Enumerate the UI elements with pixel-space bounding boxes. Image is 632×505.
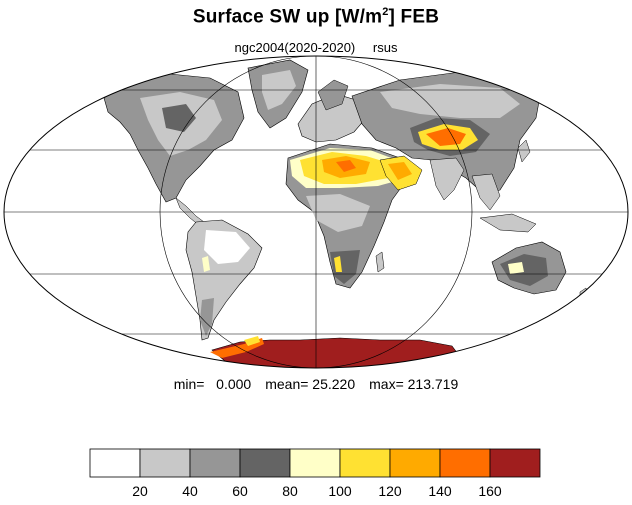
- namib-yellow: [334, 256, 342, 272]
- antarctic-peninsula-tip: [244, 336, 260, 346]
- colorbar-tick-label: 140: [428, 483, 452, 499]
- south-america-white: [204, 230, 250, 264]
- colorbar-swatch: [239, 448, 291, 478]
- plot-title-text: Surface SW up [W/m: [192, 6, 383, 28]
- colorbar-tick-label: 80: [282, 483, 298, 499]
- colorbar-swatch: [189, 448, 241, 478]
- sahara-red: [336, 160, 356, 172]
- colorbar-tick-label: 40: [182, 483, 198, 499]
- altiplano-yellow: [202, 256, 210, 272]
- min-value: 0.000: [216, 376, 252, 392]
- north-america-dark: [162, 104, 196, 132]
- map-border: [3, 55, 629, 369]
- subtitle-variable: rsus: [372, 40, 398, 55]
- max-label: max=: [369, 376, 404, 392]
- tibet-orange: [426, 128, 466, 146]
- colorbar-swatch: [339, 448, 391, 478]
- plot-title: Surface SW up [W/m2] FEB: [0, 6, 632, 28]
- subtitle-experiment: ngc2004(2020-2020): [234, 40, 356, 55]
- plot-title-superscript: 2: [382, 6, 389, 18]
- madagascar: [375, 251, 385, 273]
- india-region: [429, 157, 465, 201]
- colorbar-tick-label: 100: [328, 483, 352, 499]
- colorbar-swatch: [439, 448, 491, 478]
- australia-yellow: [508, 262, 524, 274]
- max-value: 213.719: [407, 376, 459, 392]
- min-label: min=: [173, 376, 205, 392]
- colorbar-tick-label: 60: [232, 483, 248, 499]
- siberia-light: [380, 84, 520, 118]
- colorbar-swatch: [389, 448, 441, 478]
- plot-subtitle: ngc2004(2020-2020) rsus: [0, 40, 632, 55]
- land-fill: [103, 59, 589, 368]
- colorbar-swatch: [289, 448, 341, 478]
- central-africa-light: [306, 194, 370, 232]
- australia-dark: [500, 254, 548, 286]
- mean-value: 25.220: [312, 376, 356, 392]
- colorbar-tick-label: 20: [132, 483, 148, 499]
- scandinavia: [317, 79, 349, 111]
- mean-label: mean=: [265, 376, 309, 392]
- stats-line: min= 0.000 mean= 25.220 max= 213.719: [0, 376, 632, 392]
- meridian-90: [159, 56, 473, 368]
- japan: [517, 139, 531, 163]
- colorbar-tick-label: 160: [478, 483, 502, 499]
- arabia-orange: [388, 162, 412, 180]
- indonesia: [479, 213, 537, 233]
- colorbar-swatch: [139, 448, 191, 478]
- south-america-patagonia: [200, 298, 214, 336]
- plot-title-suffix: ] FEB: [388, 6, 440, 28]
- colorbar-tick-label: 120: [378, 483, 402, 499]
- southeast-asia: [471, 173, 501, 211]
- colorbar-swatch: [489, 448, 541, 478]
- colorbar-swatch: [89, 448, 141, 478]
